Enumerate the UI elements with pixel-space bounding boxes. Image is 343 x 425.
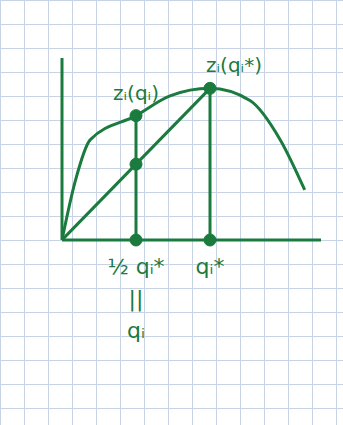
svg-text:½ qᵢ*: ½ qᵢ* [107,254,164,279]
svg-text:zᵢ(qᵢ*): zᵢ(qᵢ*) [206,53,262,77]
svg-text:zᵢ(qᵢ): zᵢ(qᵢ) [113,81,159,105]
svg-text:||: || [129,286,144,312]
svg-text:qᵢ: qᵢ [127,318,145,343]
svg-text:qᵢ*: qᵢ* [196,254,225,279]
